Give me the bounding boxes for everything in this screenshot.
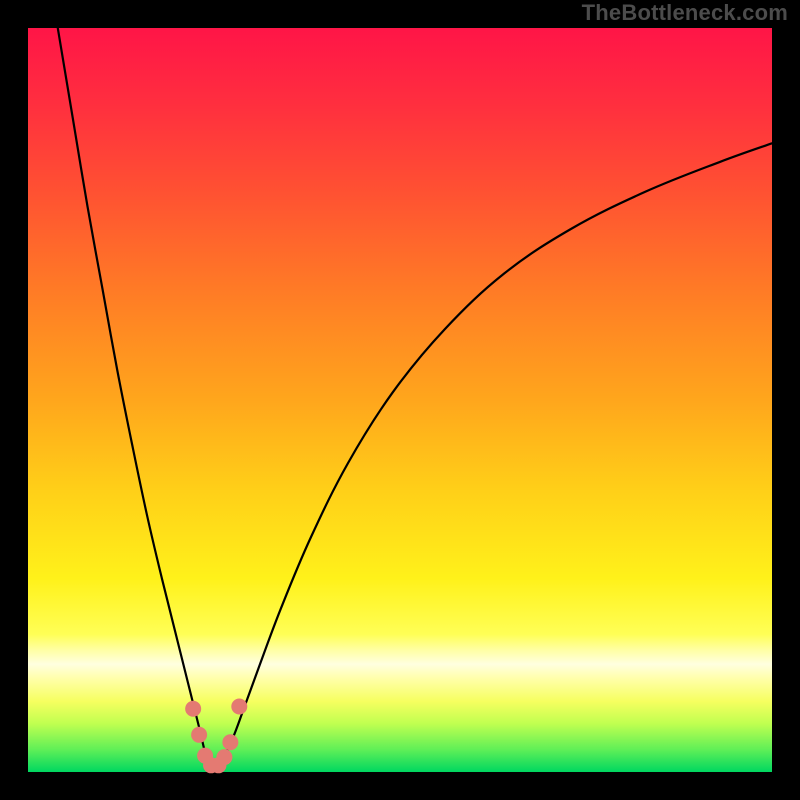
chart-container: TheBottleneck.com [0,0,800,800]
marker-point [216,749,232,765]
bottleneck-chart-svg [0,0,800,800]
marker-point [191,727,207,743]
marker-point [222,734,238,750]
marker-point [185,701,201,717]
marker-point [231,699,247,715]
gradient-background [28,28,772,772]
